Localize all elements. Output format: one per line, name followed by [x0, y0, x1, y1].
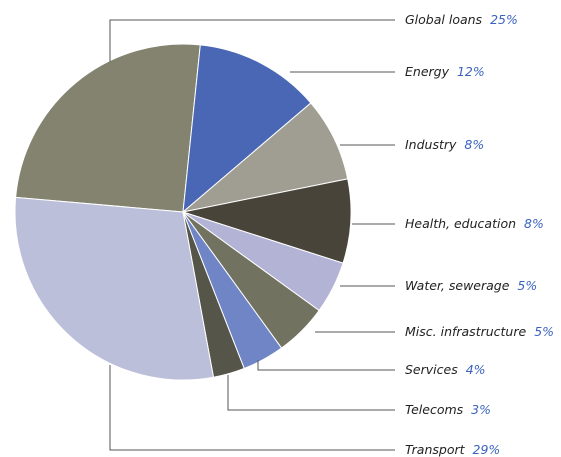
slice-label: Industry 8% [405, 137, 484, 152]
value-label: 4% [466, 362, 486, 377]
value-label: 25% [490, 12, 518, 27]
value-label: 5% [517, 278, 537, 293]
category-name: Global loans [405, 12, 483, 27]
category-name: Health, education [405, 216, 516, 231]
slice-label: Energy 12% [405, 64, 485, 79]
leader-line [227, 375, 395, 411]
category-name: Misc. infrastructure [405, 324, 526, 339]
category-name: Services [405, 362, 458, 377]
slice-label: Global loans 25% [405, 12, 518, 27]
slice-label: Transport 29% [405, 442, 500, 457]
leader-line [109, 365, 395, 451]
slice-label: Water, sewerage 5% [405, 278, 537, 293]
category-name: Transport [405, 442, 466, 457]
category-name: Industry [405, 137, 457, 152]
pie-slice [14, 196, 215, 381]
slice-label: Health, education 8% [405, 216, 544, 231]
value-label: 5% [534, 324, 554, 339]
leader-line [257, 360, 395, 371]
value-label: 29% [473, 442, 501, 457]
value-label: 8% [464, 137, 484, 152]
slice-label: Misc. infrastructure 5% [405, 324, 554, 339]
slice-label: Telecoms 3% [405, 402, 491, 417]
leader-line [109, 19, 395, 62]
pie-slice [15, 43, 201, 213]
category-name: Energy [405, 64, 450, 79]
value-label: 12% [457, 64, 485, 79]
pie-slice [182, 44, 312, 214]
value-label: 3% [471, 402, 491, 417]
value-label: 8% [524, 216, 544, 231]
category-name: Telecoms [405, 402, 464, 417]
category-name: Water, sewerage [405, 278, 510, 293]
slice-label: Services 4% [405, 362, 486, 377]
